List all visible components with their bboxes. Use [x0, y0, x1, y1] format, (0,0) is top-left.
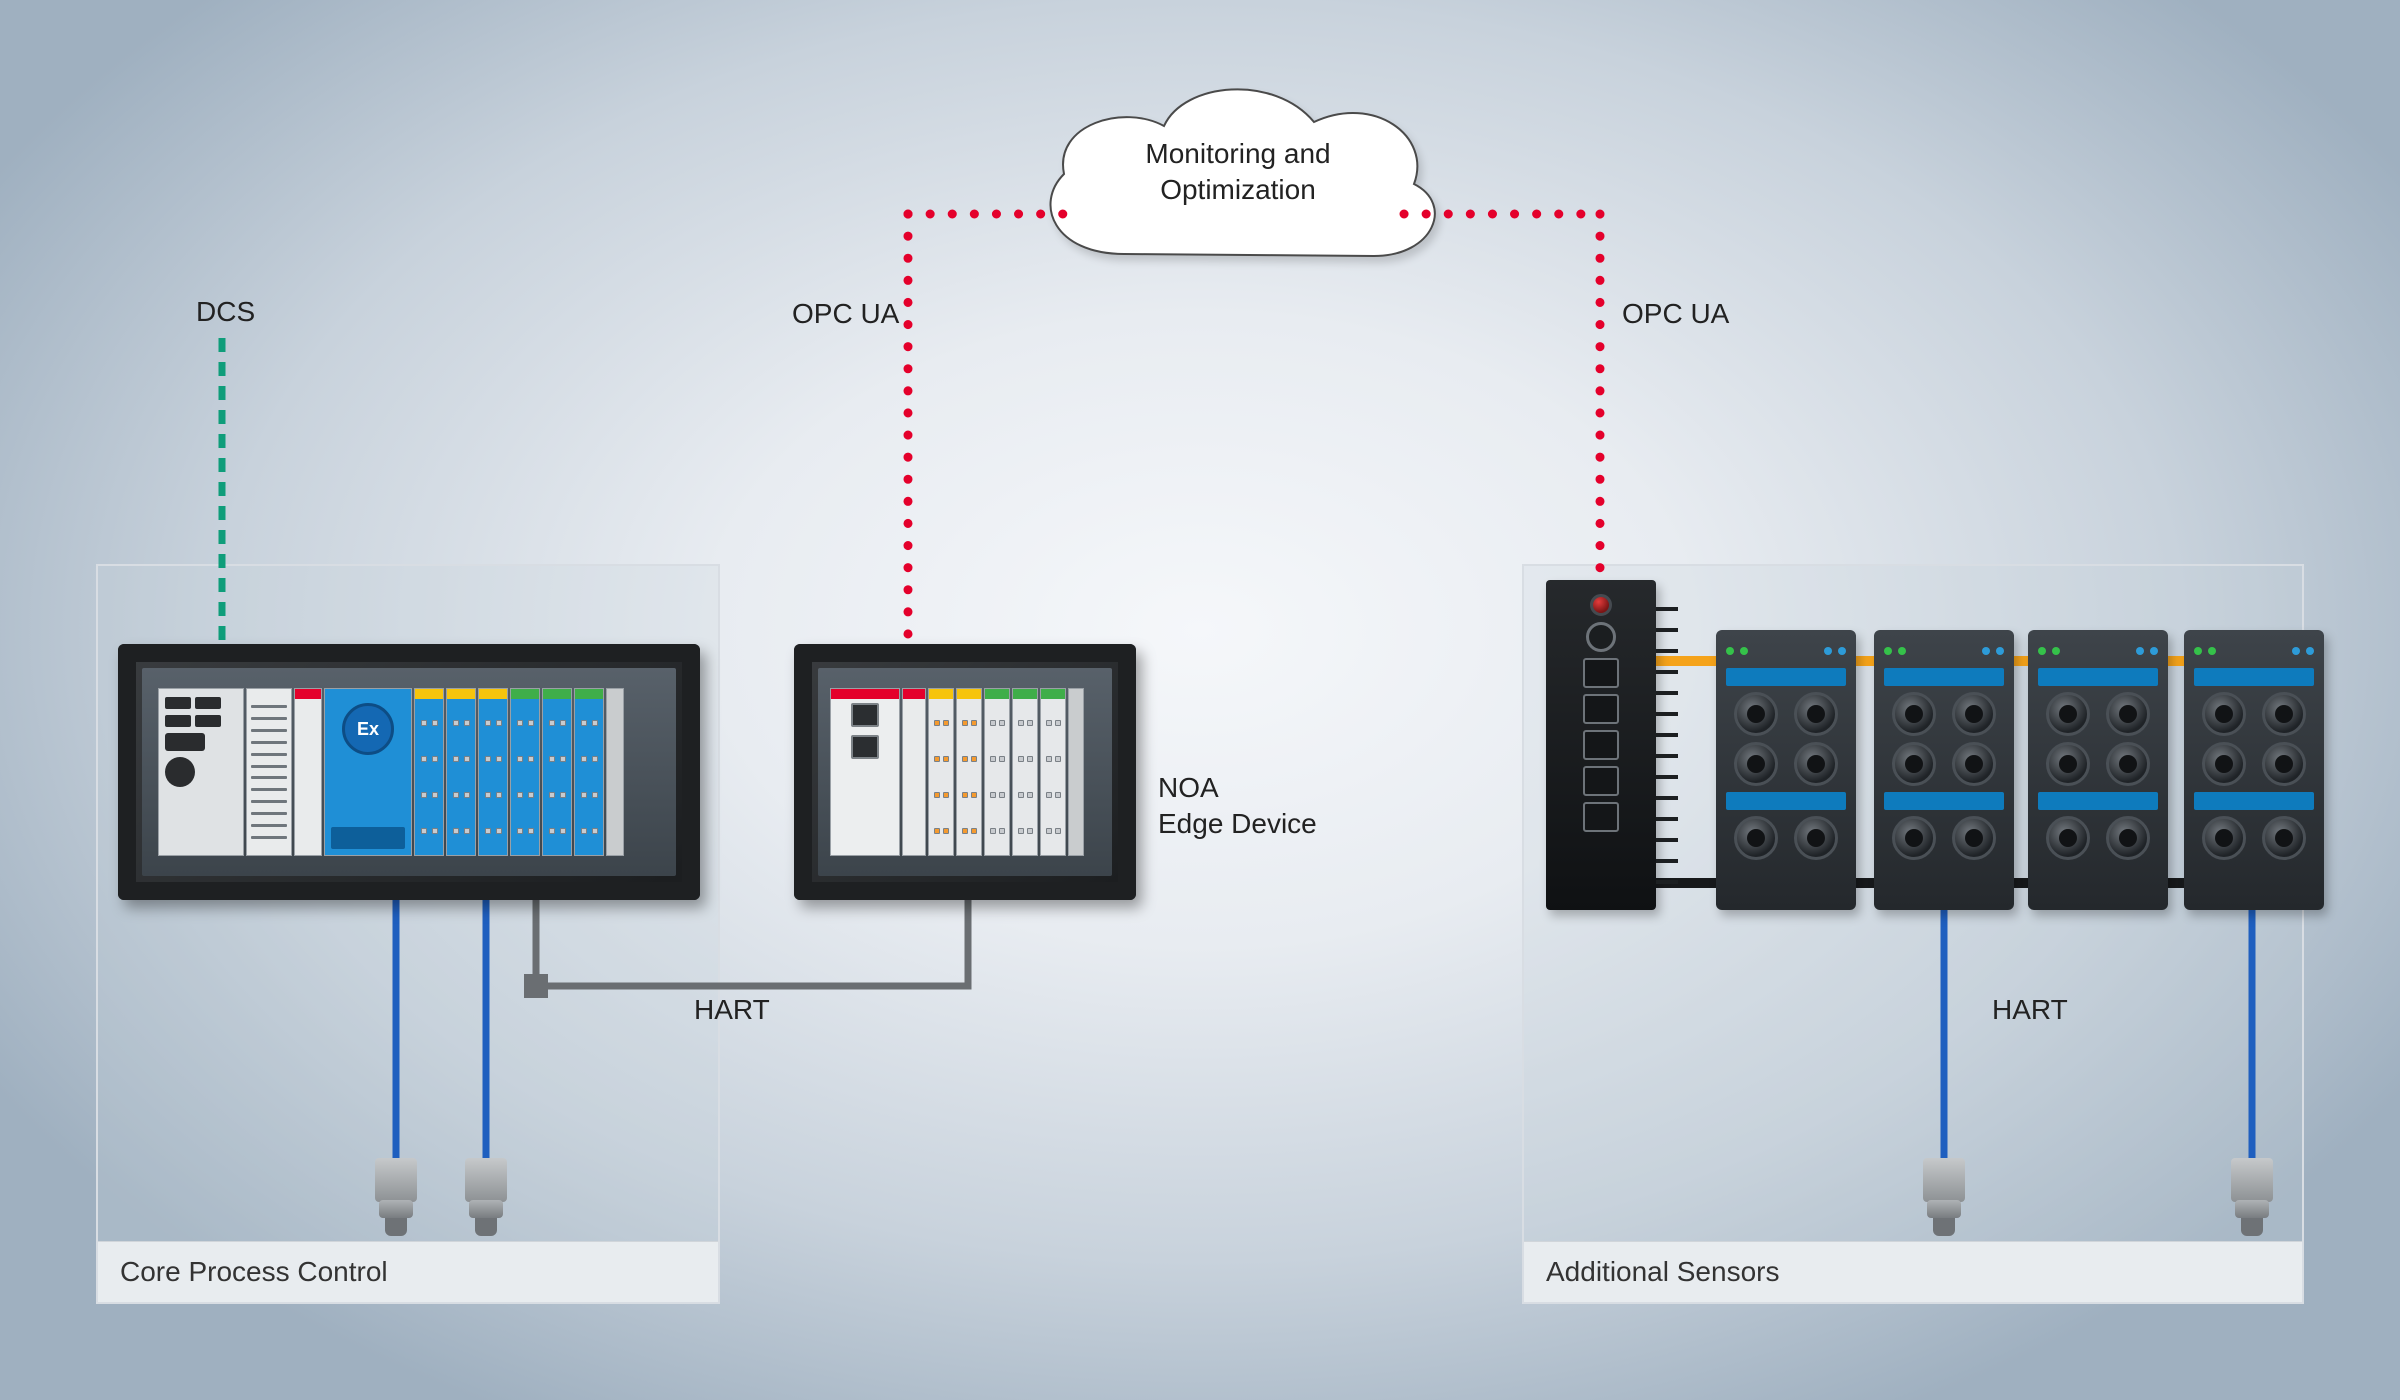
end-cap — [606, 688, 624, 856]
port-icon — [1583, 802, 1619, 832]
noa-line1: NOA — [1158, 772, 1219, 803]
sensor-plug-icon — [1921, 1158, 1967, 1236]
cloud-label-line2: Optimization — [1160, 174, 1316, 205]
io-module — [542, 688, 572, 856]
power-module — [294, 688, 322, 856]
io-module — [414, 688, 444, 856]
io-module — [956, 688, 982, 856]
cx-coupler — [830, 688, 900, 856]
noa-line2: Edge Device — [1158, 808, 1317, 839]
opc-ua-right-label: OPC UA — [1622, 298, 1729, 330]
port-icon — [1583, 766, 1619, 796]
port-icon — [1583, 658, 1619, 688]
hart-left-label: HART — [694, 994, 770, 1026]
power-module — [902, 688, 926, 856]
end-cap — [1068, 688, 1084, 856]
hart-junction-node — [524, 974, 548, 998]
ip67-module — [2028, 630, 2168, 910]
panel-left-label: Core Process Control — [98, 1241, 718, 1302]
ip67-module — [1716, 630, 1856, 910]
m12-connector-icon — [1734, 742, 1778, 786]
ex-coupler-module: Ex — [324, 688, 412, 856]
coupler-fins — [1656, 598, 1678, 892]
ip67-module — [2184, 630, 2324, 910]
ip67-coupler — [1546, 580, 1656, 910]
io-module — [446, 688, 476, 856]
main-controller-enclosure: Ex — [118, 644, 700, 900]
sensor-plug-icon — [373, 1158, 419, 1236]
ip67-module — [1874, 630, 2014, 910]
cloud-label: Monitoring and Optimization — [1108, 136, 1368, 209]
io-module — [574, 688, 604, 856]
panel-right-label: Additional Sensors — [1524, 1241, 2302, 1302]
opc-ua-left-label: OPC UA — [792, 298, 899, 330]
io-module — [1040, 688, 1066, 856]
sensor-plug-icon — [463, 1158, 509, 1236]
ex-badge-icon: Ex — [342, 703, 394, 755]
io-module — [478, 688, 508, 856]
m12-connector-icon — [1734, 816, 1778, 860]
noa-edge-label: NOA Edge Device — [1158, 770, 1317, 843]
edge-device-enclosure — [794, 644, 1136, 900]
m12-connector-icon — [1734, 692, 1778, 736]
m12-connector-icon — [1794, 692, 1838, 736]
m12-connector-icon — [1794, 816, 1838, 860]
hart-right-label: HART — [1992, 994, 2068, 1026]
io-module — [1012, 688, 1038, 856]
io-module — [984, 688, 1010, 856]
ethernet-port-icon — [851, 703, 879, 727]
port-icon — [1583, 694, 1619, 724]
vent-module — [246, 688, 292, 856]
io-module — [510, 688, 540, 856]
dcs-label: DCS — [196, 296, 255, 328]
m12-connector-icon — [1794, 742, 1838, 786]
ethernet-port-icon — [851, 735, 879, 759]
cpu-module — [158, 688, 244, 856]
io-module — [928, 688, 954, 856]
port-icon — [1583, 730, 1619, 760]
cloud-label-line1: Monitoring and — [1145, 138, 1330, 169]
power-led-icon — [1590, 594, 1612, 616]
sensor-plug-icon — [2229, 1158, 2275, 1236]
